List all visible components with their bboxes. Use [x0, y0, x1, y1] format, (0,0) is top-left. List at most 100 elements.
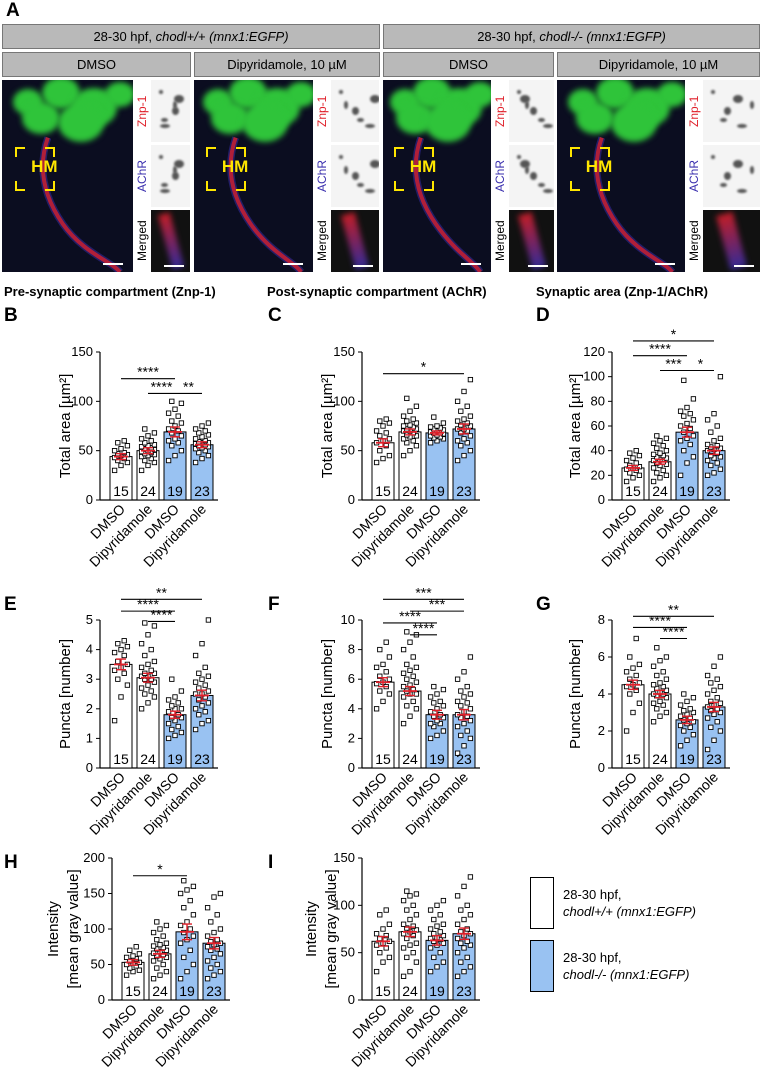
data-point-h	[150, 943, 157, 949]
y-tick-label-e: 2	[86, 701, 93, 716]
data-point-e	[205, 617, 212, 623]
data-point-e	[142, 620, 148, 626]
legend-label-mut: 28-30 hpf, chodl-/- (mnx1:EGFP)	[563, 949, 689, 983]
data-point-i	[427, 968, 434, 975]
data-point-g	[687, 724, 693, 730]
inset-speckle	[525, 166, 529, 174]
data-point-h	[211, 894, 217, 900]
data-point-e	[205, 717, 212, 724]
data-point-b	[192, 436, 199, 442]
n-label-g: 24	[652, 751, 668, 767]
data-point-i	[440, 897, 447, 904]
data-point-e	[145, 632, 151, 638]
data-point-c	[386, 452, 393, 459]
gfp-nucleus	[242, 103, 289, 143]
data-point-e	[192, 652, 199, 659]
y-tick-label-d: 120	[583, 344, 605, 359]
n-label-d: 19	[679, 483, 695, 499]
sig-label-d: *	[698, 356, 704, 372]
data-point-c	[458, 408, 464, 414]
data-point-g	[711, 687, 717, 693]
data-point-g	[708, 708, 714, 714]
data-point-c	[386, 420, 393, 426]
data-point-c	[400, 436, 407, 442]
data-point-i	[454, 935, 461, 942]
data-point-e	[148, 646, 154, 653]
inset-speckle	[357, 183, 364, 187]
data-point-i	[413, 959, 420, 965]
y-tick-label-h: 100	[83, 921, 105, 936]
data-point-g	[636, 661, 643, 668]
data-point-c	[464, 403, 470, 409]
hm-label: HM	[221, 157, 249, 177]
data-point-i	[464, 926, 470, 932]
data-point-d	[636, 464, 643, 470]
panel-letter-e: E	[4, 594, 17, 615]
data-point-f	[404, 703, 410, 709]
data-point-d	[650, 457, 657, 464]
data-point-e	[138, 706, 145, 712]
sig-label-b: ****	[151, 378, 173, 394]
data-point-g	[660, 669, 666, 675]
inset-speckle	[517, 90, 521, 94]
panel-letter-b: B	[4, 305, 18, 326]
data-point-e	[115, 641, 121, 647]
sig-label-g: ****	[649, 612, 671, 628]
data-point-g	[690, 732, 697, 738]
data-point-h	[157, 941, 163, 948]
data-point-b	[145, 433, 151, 439]
data-point-h	[181, 905, 187, 911]
hm-bracket	[15, 147, 26, 158]
data-point-d	[681, 413, 687, 419]
data-point-g	[690, 695, 697, 701]
group-header-wt: 28-30 hpf, chodl+/+ (mnx1:EGFP)	[2, 24, 380, 49]
data-point-h	[160, 933, 166, 939]
data-point-h	[150, 958, 157, 964]
data-point-i	[464, 902, 470, 908]
data-point-d	[690, 433, 697, 439]
data-point-e	[124, 643, 131, 650]
data-point-b	[202, 438, 208, 444]
axon-trace	[593, 136, 676, 272]
data-point-i	[386, 954, 393, 961]
data-point-i	[377, 950, 383, 956]
data-point-f	[373, 706, 380, 712]
n-label-i: 23	[456, 983, 472, 999]
data-point-f	[461, 743, 467, 749]
data-point-i	[373, 968, 380, 975]
inset-merged	[509, 210, 554, 272]
data-point-i	[407, 916, 413, 923]
inset-speckle	[370, 95, 379, 103]
data-point-f	[407, 667, 413, 673]
sig-label-e: ****	[137, 596, 159, 612]
n-label-c: 19	[429, 483, 445, 499]
data-point-f	[427, 720, 434, 727]
data-point-d	[623, 466, 630, 472]
inset-merged	[151, 210, 190, 272]
inset-speckle	[538, 183, 545, 187]
data-point-b	[148, 438, 154, 444]
y-tick-label-h: 150	[83, 886, 105, 901]
data-point-b	[175, 413, 181, 419]
data-point-i	[373, 942, 380, 948]
data-point-f	[431, 700, 437, 706]
data-point-h	[211, 929, 217, 936]
data-point-i	[440, 921, 447, 927]
data-point-e	[118, 646, 124, 653]
data-point-g	[633, 672, 639, 679]
sig-label-f: ****	[413, 620, 435, 636]
data-point-h	[154, 946, 160, 952]
inset-speckle	[339, 90, 343, 94]
data-point-i	[467, 964, 474, 970]
inset-speckle	[159, 155, 163, 159]
data-point-e	[115, 676, 121, 682]
data-point-i	[454, 893, 461, 899]
data-point-f	[413, 706, 420, 712]
hm-bracket	[599, 181, 610, 192]
data-point-e	[169, 726, 175, 733]
data-point-i	[431, 954, 437, 961]
data-point-c	[454, 438, 461, 444]
data-point-b	[169, 430, 175, 436]
data-point-i	[410, 950, 416, 956]
data-point-g	[654, 645, 660, 651]
